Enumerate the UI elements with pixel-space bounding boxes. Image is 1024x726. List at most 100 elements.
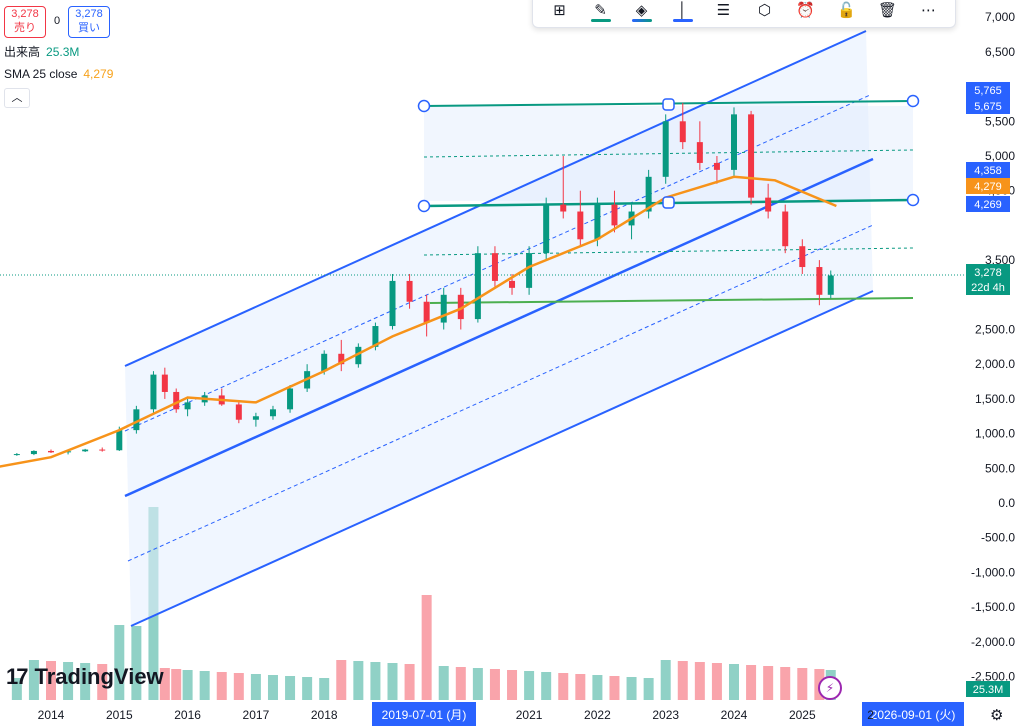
candle-body bbox=[713, 162, 720, 170]
candle-body bbox=[526, 253, 533, 288]
candle-body bbox=[99, 449, 106, 451]
volume-bar bbox=[80, 663, 91, 700]
volume-bar bbox=[216, 672, 227, 700]
channel-middle-line[interactable] bbox=[124, 157, 874, 498]
time-axis-label: 2022 bbox=[584, 708, 611, 722]
handle-resistance-left[interactable] bbox=[417, 99, 431, 113]
chevron-up-icon[interactable]: ︿ bbox=[4, 88, 30, 108]
price-axis-label: -2,500.0 bbox=[971, 670, 1015, 684]
price-tag: 5,675 bbox=[966, 98, 1010, 114]
tradingview-logo[interactable]: 17 TradingView bbox=[6, 664, 164, 690]
candle-body bbox=[65, 451, 72, 453]
sma-legend[interactable]: SMA 25 close 4,279 bbox=[4, 66, 113, 82]
bottom-support-line[interactable] bbox=[429, 297, 914, 304]
price-tag: 4,358 bbox=[966, 162, 1010, 178]
time-axis-label: 2014 bbox=[38, 708, 65, 722]
lightning-icon[interactable]: ⚡ bbox=[818, 676, 842, 700]
candle-body bbox=[662, 121, 669, 177]
candle-body bbox=[82, 449, 89, 452]
time-axis-label: 2025 bbox=[789, 708, 816, 722]
delete-icon[interactable]: 🗑 bbox=[877, 2, 898, 19]
candle-body bbox=[355, 346, 362, 365]
candle-body bbox=[173, 391, 180, 410]
time-axis-label: 2018 bbox=[311, 708, 338, 722]
channel-lower-line[interactable] bbox=[130, 290, 874, 627]
price-axis-label: -500.0 bbox=[981, 531, 1015, 545]
crosshair-date-left-bg bbox=[372, 702, 476, 726]
channel-quarter-lower bbox=[127, 224, 874, 562]
line-style-icon[interactable]: ☰ bbox=[716, 2, 731, 19]
line-width-icon[interactable]: │ bbox=[668, 0, 698, 23]
volume-bar bbox=[763, 666, 774, 700]
handle-support-left[interactable] bbox=[417, 199, 431, 213]
handle-support-right[interactable] bbox=[906, 193, 920, 207]
volume-bar bbox=[472, 668, 483, 700]
price-tag: 3,278 bbox=[966, 264, 1010, 280]
candle-body bbox=[696, 142, 703, 163]
volume-bar bbox=[711, 663, 722, 700]
volume-bar bbox=[285, 676, 296, 700]
candle-body bbox=[235, 404, 242, 420]
volume-bar bbox=[97, 664, 108, 700]
volume-value: 25.3M bbox=[46, 45, 80, 59]
volume-bar bbox=[302, 677, 313, 700]
time-axis-label: 2021 bbox=[516, 708, 543, 722]
volume-bar bbox=[63, 662, 74, 700]
volume-bar bbox=[353, 661, 364, 700]
candle-body bbox=[645, 176, 652, 212]
volume-legend[interactable]: 出来高 25.3M bbox=[4, 44, 113, 60]
candle-body bbox=[827, 275, 834, 295]
settings-icon[interactable]: ⬡ bbox=[757, 2, 772, 19]
handle-support-mid[interactable] bbox=[662, 196, 675, 209]
candle-body bbox=[679, 121, 686, 143]
price-axis[interactable]: 7,0006,5005,5005,0004,5003,5002,500.02,0… bbox=[964, 0, 1024, 700]
candle-body bbox=[474, 253, 481, 320]
fill-icon[interactable]: ◈ bbox=[627, 0, 657, 23]
pencil-icon[interactable]: ✎ bbox=[586, 0, 616, 23]
spread-value: 0 bbox=[53, 15, 61, 27]
drawing-toolbar[interactable]: ⊞ ✎ ◈ │ ☰ ⬡ ⏰ 🔓 🗑 ⋯ bbox=[532, 0, 956, 28]
price-tag: 5,765 bbox=[966, 82, 1010, 98]
candle-body bbox=[577, 211, 584, 240]
volume-bar bbox=[677, 661, 688, 700]
candle-body bbox=[423, 301, 430, 323]
price-tag-bg bbox=[966, 681, 1010, 697]
gear-icon[interactable]: ⚙ bbox=[990, 707, 1004, 724]
candle-body bbox=[150, 374, 157, 410]
candle-body bbox=[594, 204, 601, 240]
candle-body bbox=[816, 267, 823, 295]
time-axis-label: 2023 bbox=[652, 708, 679, 722]
time-axis-label: 2 bbox=[867, 708, 874, 722]
candle-body bbox=[491, 253, 498, 281]
sma-line bbox=[0, 175, 837, 468]
logo-mark: 17 bbox=[6, 664, 29, 689]
candle-body bbox=[372, 326, 379, 347]
drawing-objects[interactable] bbox=[0, 30, 964, 627]
alert-icon[interactable]: ⏰ bbox=[796, 2, 815, 19]
channel-upper-line[interactable] bbox=[124, 30, 867, 367]
volume-bar bbox=[404, 664, 415, 700]
volume-bar bbox=[319, 678, 330, 700]
sell-button[interactable]: 3,278 売り bbox=[4, 6, 46, 38]
price-axis-label: 3,500 bbox=[985, 253, 1015, 267]
buy-button[interactable]: 3,278 買い bbox=[68, 6, 110, 38]
candle-body bbox=[389, 280, 396, 327]
candle-body bbox=[406, 280, 413, 302]
add-alert-icon[interactable]: ⊞ bbox=[553, 2, 566, 19]
handle-resistance-right[interactable] bbox=[906, 94, 920, 108]
drawing-handles[interactable] bbox=[417, 94, 920, 213]
handle-resistance-mid[interactable] bbox=[662, 98, 675, 111]
more-icon[interactable]: ⋯ bbox=[921, 2, 936, 19]
candle-body bbox=[252, 416, 259, 420]
candle-body bbox=[13, 454, 20, 456]
volume-bar bbox=[199, 671, 210, 700]
price-tag-label: 5,765 bbox=[974, 85, 1002, 97]
volume-bar bbox=[524, 671, 535, 700]
lock-icon[interactable]: 🔓 bbox=[837, 2, 856, 19]
time-axis[interactable]: 2019-07-01 (月) 2026-09-01 (火) 2014 2015 20… bbox=[0, 702, 1024, 726]
candle-body bbox=[321, 353, 328, 372]
price-axis-label: 2,500.0 bbox=[975, 323, 1015, 337]
buy-price: 3,278 bbox=[75, 8, 103, 20]
volume-bar bbox=[575, 674, 586, 700]
